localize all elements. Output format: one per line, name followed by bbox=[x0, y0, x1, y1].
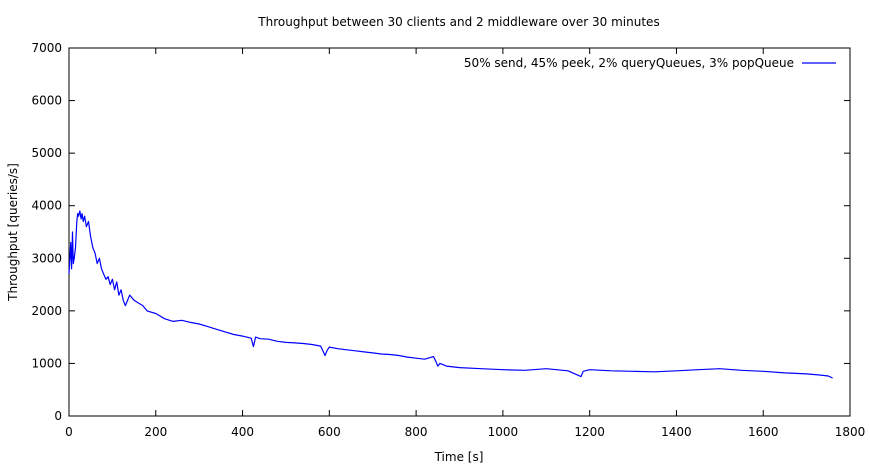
y-tick-label: 3000 bbox=[31, 251, 62, 265]
legend: 50% send, 45% peek, 2% queryQueues, 3% p… bbox=[464, 56, 836, 70]
x-tick-label: 1400 bbox=[661, 425, 692, 439]
x-tick-label: 200 bbox=[144, 425, 167, 439]
x-tick-label: 1800 bbox=[835, 425, 866, 439]
chart-title: Throughput between 30 clients and 2 midd… bbox=[257, 15, 659, 29]
x-tick-label: 400 bbox=[231, 425, 254, 439]
y-tick-label: 1000 bbox=[31, 356, 62, 370]
x-axis-label: Time [s] bbox=[434, 450, 484, 464]
x-tick-label: 1600 bbox=[748, 425, 779, 439]
y-axis-label: Throughput [queries/s] bbox=[6, 163, 20, 302]
y-tick-label: 0 bbox=[54, 409, 62, 423]
legend-label: 50% send, 45% peek, 2% queryQueues, 3% p… bbox=[464, 56, 794, 70]
x-tick-label: 0 bbox=[65, 425, 73, 439]
x-tick-label: 800 bbox=[405, 425, 428, 439]
y-tick-label: 4000 bbox=[31, 199, 62, 213]
y-tick-label: 6000 bbox=[31, 94, 62, 108]
y-tick-label: 7000 bbox=[31, 41, 62, 55]
series-line-0 bbox=[68, 210, 833, 379]
series-layer bbox=[68, 210, 833, 379]
axis-ticks: 0 200 400 600 800 1000 1200 1400 1600 1800 0 1000 20… bbox=[31, 41, 865, 439]
x-tick-label: 600 bbox=[318, 425, 341, 439]
x-tick-label: 1000 bbox=[488, 425, 519, 439]
plot-frame bbox=[68, 47, 851, 417]
y-tick-label: 2000 bbox=[31, 304, 62, 318]
y-tick-label: 5000 bbox=[31, 146, 62, 160]
x-tick-label: 1200 bbox=[574, 425, 605, 439]
